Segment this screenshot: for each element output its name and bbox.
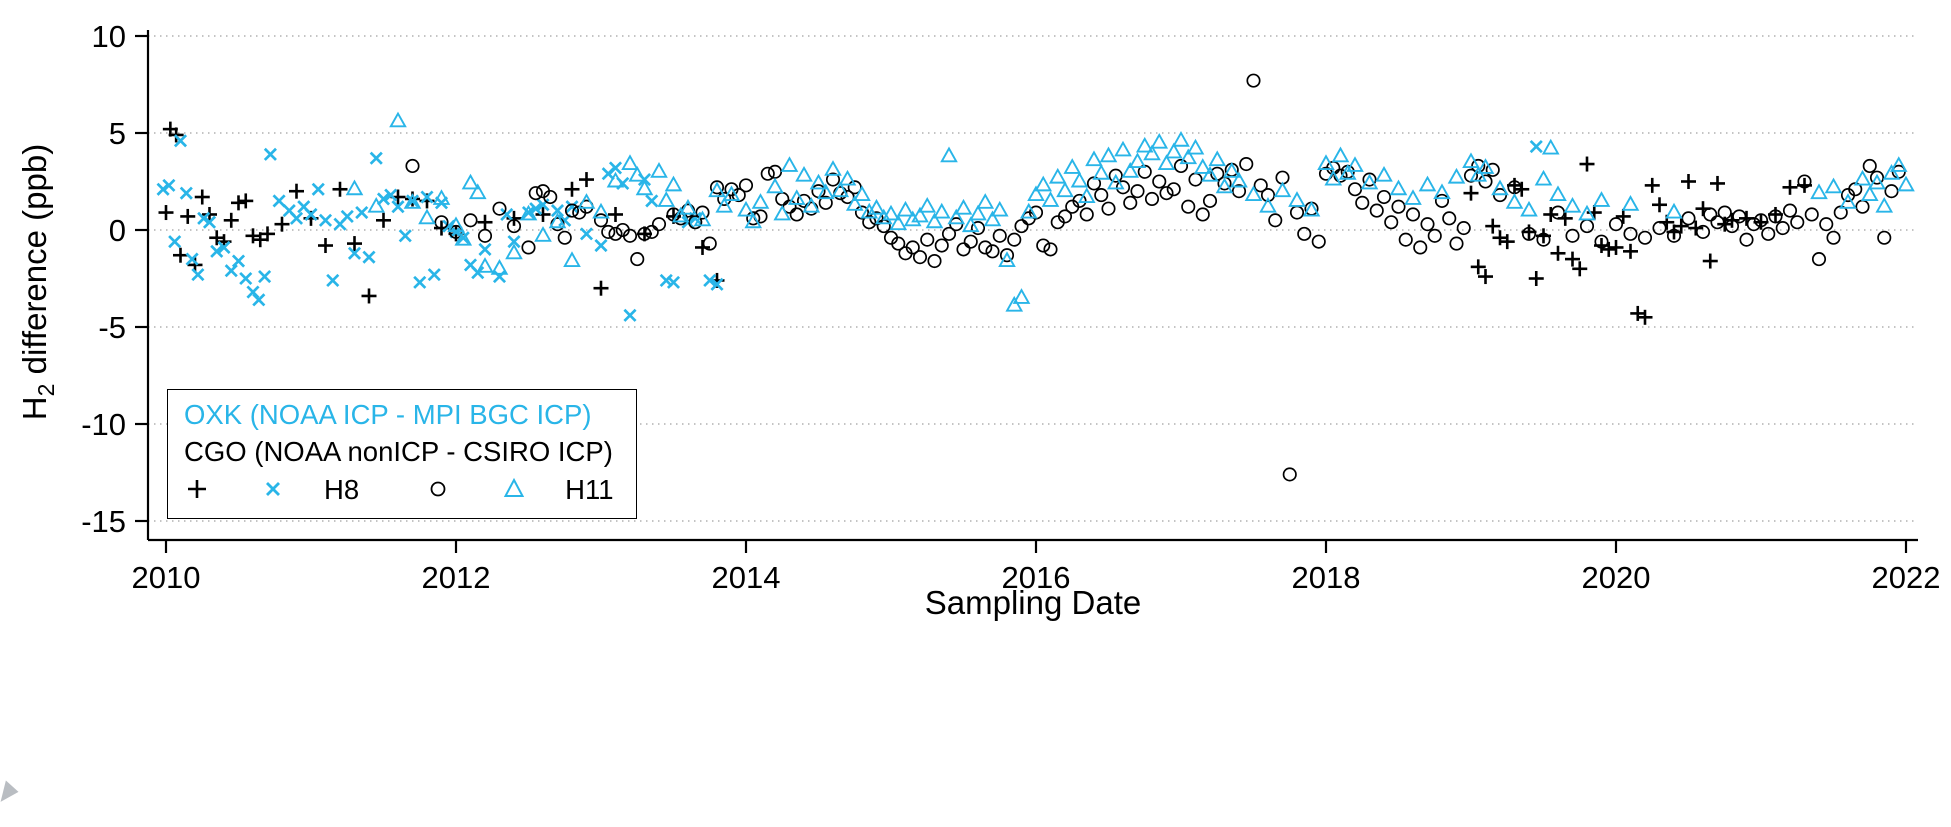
h11-label: H11 (565, 473, 614, 505)
series-oxk-h11 (345, 111, 1915, 312)
svg-text:2010: 2010 (132, 560, 201, 595)
svg-text:2014: 2014 (712, 560, 781, 595)
axes (146, 30, 1918, 542)
plus-marker-icon (188, 480, 206, 498)
x-marker-icon (266, 482, 280, 496)
svg-text:2022: 2022 (1872, 560, 1941, 595)
svg-text:0: 0 (109, 213, 126, 248)
svg-text:2012: 2012 (422, 560, 491, 595)
y-axis-label: H2 difference (ppb) (16, 143, 59, 421)
circle-marker-icon (430, 481, 446, 497)
svg-text:2016: 2016 (1002, 560, 1071, 595)
series-cgo-h8 (158, 121, 1812, 325)
svg-text:5: 5 (109, 116, 126, 151)
svg-text:2020: 2020 (1582, 560, 1651, 595)
x-axis-label: Sampling Date (924, 584, 1142, 621)
legend: OXK (NOAA ICP - MPI BGC ICP) CGO (NOAA n… (167, 389, 637, 519)
series-oxk-h8 (156, 134, 1543, 322)
legend-marker-row: H8 H11 (184, 470, 614, 508)
svg-text:-10: -10 (81, 407, 126, 442)
svg-text:2018: 2018 (1292, 560, 1361, 595)
triangle-marker-icon (503, 477, 525, 497)
legend-oxk-label: OXK (NOAA ICP - MPI BGC ICP) (184, 399, 592, 430)
svg-text:-15: -15 (81, 504, 126, 539)
svg-text:-5: -5 (98, 310, 126, 345)
legend-cgo-label: CGO (NOAA nonICP - CSIRO ICP) (184, 436, 613, 467)
h8-label: H8 (324, 473, 360, 505)
svg-text:10: 10 (92, 19, 126, 54)
